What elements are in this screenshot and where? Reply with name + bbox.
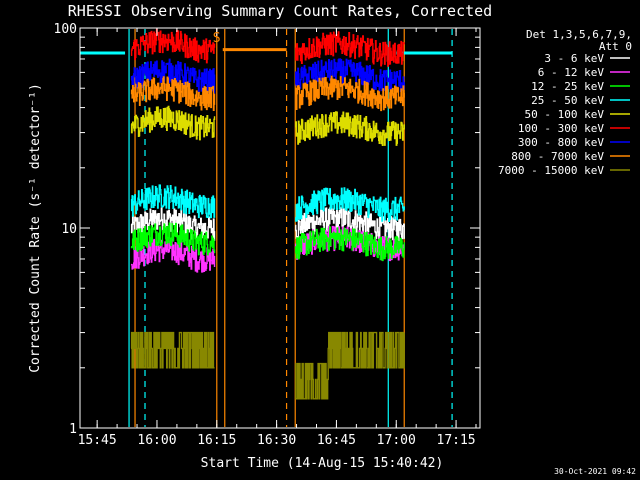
legend-entry-label: 50 - 100 keV [525, 108, 605, 121]
legend-entry-label: 25 - 50 keV [531, 94, 604, 107]
x-axis-ticks: 15:45 16:00 16:15 16:30 16:45 17:00 17:15 [78, 28, 477, 448]
x-tick-label: 17:15 [437, 433, 476, 448]
y-axis-ticks: 1 10 100 [54, 22, 480, 437]
series-line [130, 76, 216, 112]
series-line [295, 187, 405, 222]
x-tick-label: 15:45 [78, 433, 117, 448]
series-line [295, 226, 405, 262]
series-line [295, 75, 405, 112]
series-line [130, 238, 216, 273]
series-line [130, 105, 216, 141]
series-line [295, 331, 405, 400]
y-tick-label: 100 [54, 22, 77, 37]
legend-entry-label: 6 - 12 keV [538, 66, 605, 79]
series-line [130, 207, 216, 242]
y-axis-label: Corrected Count Rate (s⁻¹ detector⁻¹) [28, 83, 43, 373]
legend-entry-label: 3 - 6 keV [544, 52, 604, 65]
x-axis-label: Start Time (14-Aug-15 15:40:42) [201, 456, 444, 471]
x-tick-label: 16:30 [257, 433, 296, 448]
legend-entry-label: 800 - 7000 keV [511, 150, 604, 163]
x-tick-label: 17:00 [377, 433, 416, 448]
legend-entry-label: 7000 - 15000 keV [498, 164, 604, 177]
series-line [295, 111, 405, 147]
y-tick-label: 10 [61, 222, 77, 237]
x-tick-label: 16:45 [317, 433, 356, 448]
annotation-s: S [213, 31, 221, 46]
timestamp: 30-Oct-2021 09:42 [554, 467, 636, 476]
y-tick-label: 1 [69, 422, 77, 437]
legend-header: Att 0 [599, 40, 632, 53]
series-line [295, 206, 405, 242]
legend-entry-label: 300 - 800 keV [518, 136, 604, 149]
legend-entry-label: 100 - 300 keV [518, 122, 604, 135]
series-line [130, 331, 215, 369]
series-line [130, 222, 216, 256]
series-layer [130, 28, 405, 400]
series-line [130, 58, 216, 94]
x-tick-label: 16:00 [137, 433, 176, 448]
legend-entry-label: 12 - 25 keV [531, 80, 604, 93]
legend-header: Det 1,3,5,6,7,9, [526, 28, 632, 41]
x-tick-label: 16:15 [197, 433, 236, 448]
series-line [130, 184, 216, 219]
chart-title: RHESSI Observing Summary Count Rates, Co… [68, 2, 492, 20]
series-line [130, 28, 216, 64]
series-line [295, 31, 405, 67]
